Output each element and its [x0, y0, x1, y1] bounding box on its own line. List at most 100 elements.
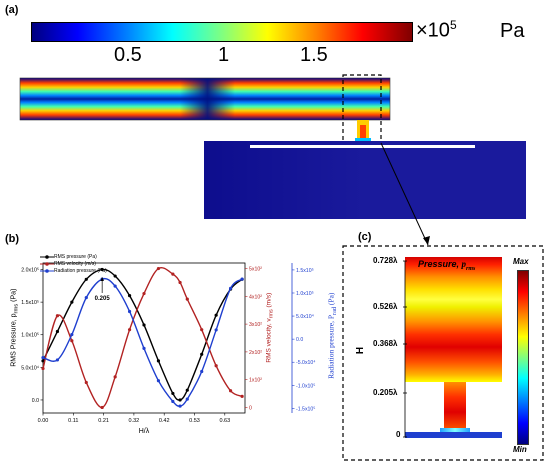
series-point-2	[240, 277, 244, 281]
series-point-1	[171, 272, 175, 276]
series-point-2	[178, 404, 182, 408]
panel-c-ytick: 0.728λ	[373, 256, 398, 265]
left-tick-label: 2.0x10⁵	[21, 268, 39, 274]
series-point-1	[41, 366, 45, 371]
panel-c-title: Pressure, prms	[418, 259, 475, 272]
series-point-1	[113, 375, 117, 379]
legend-swatch-velocity	[40, 261, 54, 266]
legend-item: RMS velocity (m/s)	[40, 260, 107, 267]
series-point-2	[228, 286, 233, 290]
right1-tick-label: 2x10²	[249, 350, 262, 356]
series-point-2	[171, 399, 175, 404]
panel-c-title-sub: rms	[466, 265, 476, 272]
legend-swatch-radiation	[40, 268, 54, 273]
legend-item: Radiation pressure (Pa)	[40, 267, 107, 274]
panel-c-axis	[403, 260, 407, 438]
left-tick-label: 1.0x10⁵	[21, 333, 39, 339]
colorbar-exponent-power: 5	[449, 18, 457, 32]
colorbar-exponent: ×105	[416, 18, 457, 43]
series-point-2	[55, 358, 60, 362]
x-axis-title: H/λ	[139, 428, 150, 435]
right2-tick-label: 1.0x10⁵	[296, 291, 314, 297]
series-point-1	[214, 364, 218, 368]
series-point-0	[100, 267, 104, 272]
series-point-0	[127, 294, 132, 298]
panel-c-neck	[444, 382, 466, 432]
zoom-connector	[380, 142, 429, 246]
panel-b-label: (b)	[5, 233, 20, 245]
panel-c-colorbar-max: Max	[513, 257, 529, 266]
annotation-arrowhead	[100, 277, 104, 281]
series-point-1	[70, 339, 74, 343]
colorbar-tick-0: 0.5	[114, 44, 142, 66]
series-line-0	[42, 268, 243, 401]
series-point-2	[84, 296, 88, 300]
panel-c-neck-base	[440, 428, 470, 434]
x-tick-label: 0.63	[219, 418, 230, 424]
panel-c-ytick: 0	[396, 430, 401, 439]
series-point-2	[200, 369, 204, 374]
series-point-0	[41, 359, 45, 363]
colorbar-unit: Pa	[500, 20, 525, 42]
colorbar-tick-1: 1	[218, 44, 230, 66]
channel-outline	[19, 77, 391, 121]
x-tick-label: 0.53	[189, 418, 200, 424]
legend: RMS pressure (Pa) RMS velocity (m/s) Rad…	[40, 253, 107, 274]
right1-tick-label: 5x10²	[249, 267, 262, 273]
series-line-2	[42, 277, 243, 407]
right2-tick-label: 1.5x10⁵	[296, 268, 314, 274]
series-point-2	[113, 284, 117, 288]
series-point-0	[200, 352, 204, 356]
series-line-1	[42, 267, 243, 409]
series-point-0	[185, 388, 189, 392]
series-point-1	[156, 266, 161, 271]
series-point-0	[84, 277, 88, 281]
panel-a-label: (a)	[5, 4, 19, 16]
series-point-0	[214, 313, 218, 317]
legend-item: RMS pressure (Pa)	[40, 253, 107, 260]
panel-c-label: (c)	[358, 231, 372, 243]
series-point-0	[171, 391, 175, 396]
colorbar-exponent-base: ×10	[416, 19, 450, 42]
x-tick-label: 0.11	[68, 418, 78, 424]
panel-c-colorbar-min: Min	[513, 445, 527, 454]
neck-base	[355, 138, 371, 142]
channel-center-node	[180, 78, 235, 120]
series-point-0	[70, 300, 74, 304]
series-point-1	[84, 380, 88, 385]
right2-tick-label: 0.0	[296, 337, 303, 343]
series-point-1	[127, 328, 132, 332]
panel-c-border	[342, 245, 544, 461]
series-point-1	[55, 314, 60, 318]
left-tick-label: 1.5x10⁵	[21, 300, 39, 306]
x-tick-label: 0.00	[38, 418, 49, 424]
right1-tick-label: 0	[249, 405, 252, 411]
colorbar-tick-2: 1.5	[300, 44, 328, 66]
series-point-1	[142, 291, 146, 296]
series-point-1	[185, 297, 189, 301]
right2-tick-label: -1.5x10⁵	[296, 406, 315, 412]
right1-tick-label: 4x10²	[249, 294, 262, 300]
plot-frame	[42, 262, 246, 414]
series-point-0	[113, 274, 117, 278]
left-tick-label: 5.0x10⁴	[21, 365, 39, 371]
neck-inner	[360, 125, 366, 140]
series-point-1	[200, 328, 204, 332]
legend-swatch-pressure	[40, 254, 54, 259]
series-point-2	[127, 309, 132, 314]
series-point-2	[41, 356, 45, 360]
legend-label: Radiation pressure (Pa)	[54, 267, 107, 274]
line-chart: 0.00 0.11 0.21 0.32 0.42 0.53 0.63 H/λ 0.0 5.0x10…	[21, 262, 316, 435]
legend-label: RMS velocity (m/s)	[54, 260, 96, 267]
x-tick-label: 0.42	[159, 418, 170, 424]
series-point-1	[240, 394, 244, 398]
x-tick-label: 0.32	[129, 418, 140, 424]
series-point-0	[55, 329, 60, 334]
panel-c-y-label: H	[355, 346, 367, 355]
x-tick-label: 0.21	[98, 418, 109, 424]
series-point-2	[214, 328, 218, 332]
panel-c-ytick: 0.526λ	[373, 302, 398, 311]
series-point-1	[100, 405, 104, 410]
series-point-2	[156, 379, 161, 383]
right1-tick-label: 3x10²	[249, 322, 262, 328]
